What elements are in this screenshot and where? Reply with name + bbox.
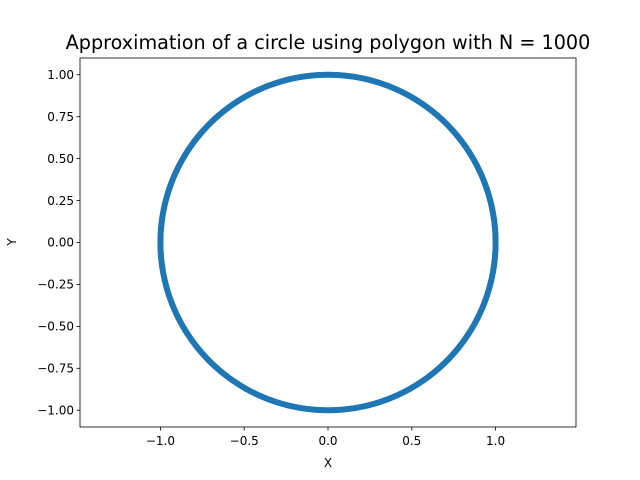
y-tick-label: −1.00 (37, 403, 74, 417)
data-series (157, 71, 499, 414)
y-tick-label: 0.00 (47, 236, 74, 250)
x-tick-label: 0.0 (318, 434, 337, 448)
plot-area (79, 57, 577, 428)
data-point (492, 240, 499, 247)
y-tick-label: 0.75 (47, 110, 74, 124)
chart-title: Approximation of a circle using polygon … (66, 31, 591, 54)
y-axis-label: Y (5, 238, 19, 247)
y-tick-label: 0.50 (47, 152, 74, 166)
y-axis: −1.00 −0.75 −0.50 −0.25 0.00 0.25 0.50 0.75 1.00 (37, 68, 80, 417)
y-tick-label: −0.25 (37, 278, 74, 292)
x-tick-label: 0.5 (402, 434, 421, 448)
y-tick-label: 0.25 (47, 194, 74, 208)
y-tick-label: 1.00 (47, 68, 74, 82)
x-axis: −1.0 −0.5 0.0 0.5 1.0 (146, 427, 505, 448)
x-tick-label: −1.0 (146, 434, 175, 448)
x-tick-label: 1.0 (486, 434, 505, 448)
y-tick-label: −0.75 (37, 361, 74, 375)
y-tick-label: −0.50 (37, 320, 74, 334)
x-axis-label: X (324, 456, 332, 470)
x-tick-label: −0.5 (230, 434, 259, 448)
